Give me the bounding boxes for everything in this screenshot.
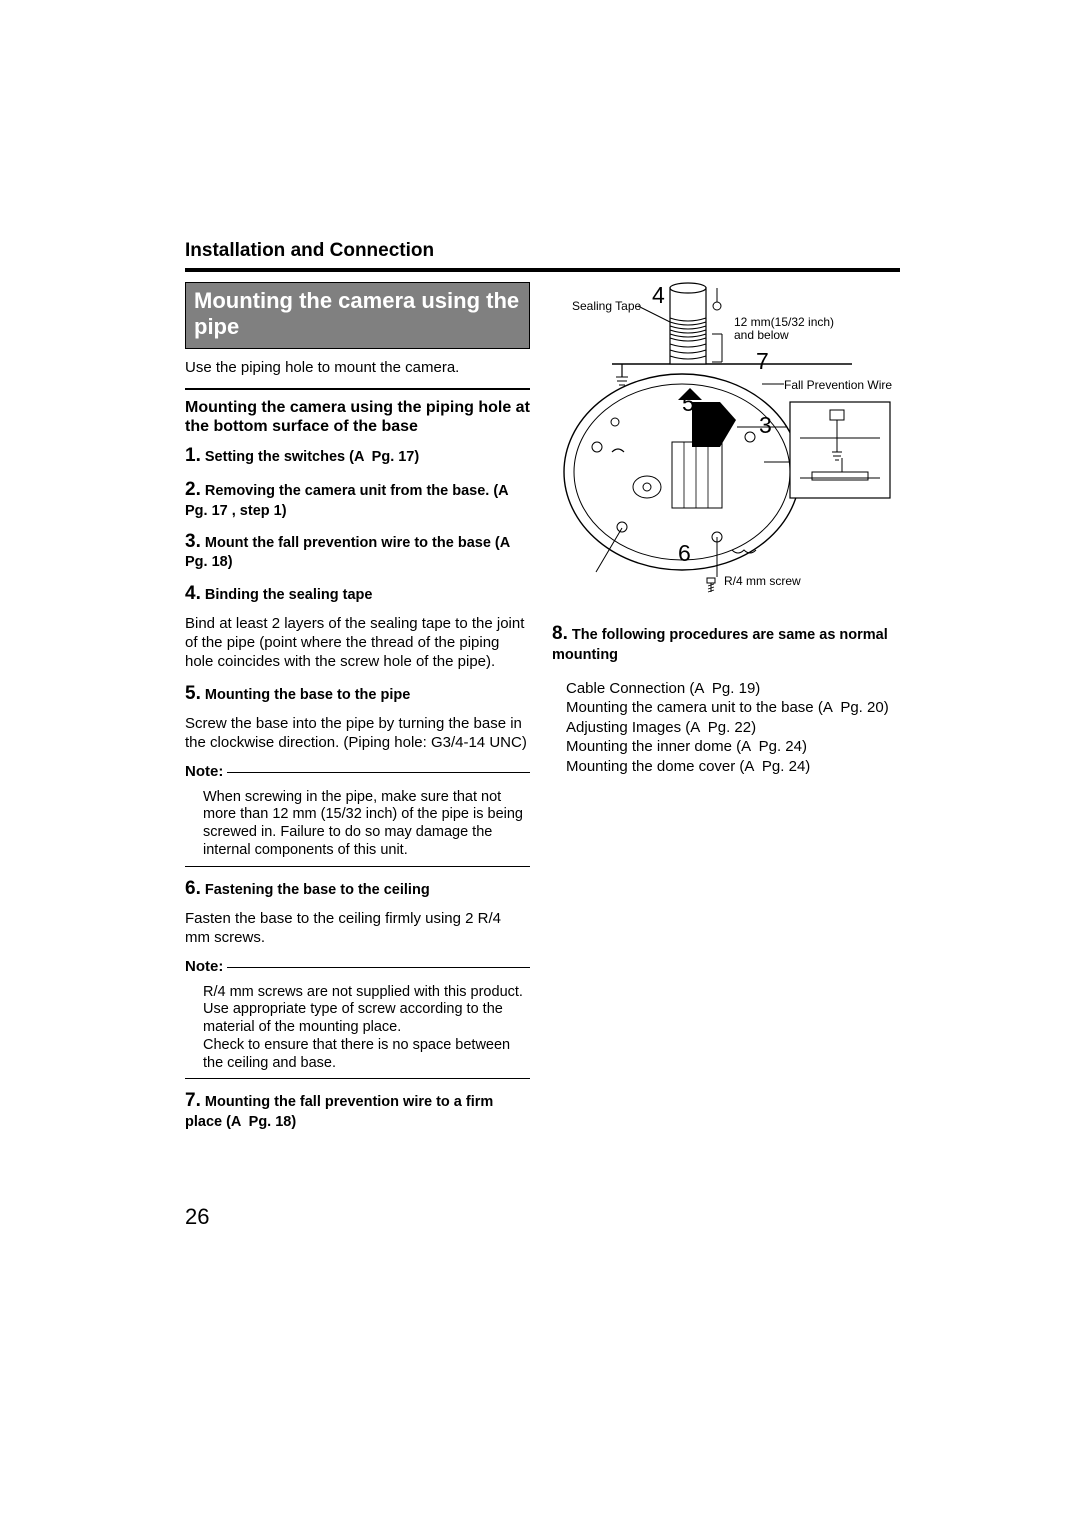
step-4-body: Bind at least 2 layers of the sealing ta… <box>185 615 530 671</box>
step-7-num: 7. <box>185 1090 201 1111</box>
step-2-num: 2. <box>185 479 201 500</box>
note-5: Note: <box>185 763 530 781</box>
step-7-text: Mounting the fall prevention wire to a f… <box>185 1094 493 1130</box>
callout-5: 5 <box>682 390 695 417</box>
label-sealing-tape: Sealing Tape <box>572 300 641 313</box>
label-fall-wire: Fall Prevention Wire <box>784 379 892 392</box>
sub-rule <box>185 388 530 390</box>
note-6-label: Note: <box>185 958 227 975</box>
callout-3: 3 <box>759 412 772 439</box>
step-5: 5. Mounting the base to the pipe <box>185 682 530 706</box>
step-5-num: 5. <box>185 683 201 704</box>
note-5-end <box>185 866 530 867</box>
label-depth-note: 12 mm(15/32 inch) and below <box>734 316 834 342</box>
note-6-line <box>185 967 530 968</box>
step-8-list: Cable Connection (A Pg. 19) Mounting the… <box>566 679 900 777</box>
step-3-text: Mount the fall prevention wire to the ba… <box>185 535 517 571</box>
note-6-body: R/4 mm screws are not supplied with this… <box>203 984 530 1072</box>
page-root: Installation and Connection Mounting the… <box>0 0 1080 1141</box>
step-5-body: Screw the base into the pipe by turning … <box>185 715 530 753</box>
section-header: Installation and Connection <box>185 240 900 262</box>
step-4: 4. Binding the sealing tape <box>185 582 530 606</box>
step-2: 2. Removing the camera unit from the bas… <box>185 478 530 520</box>
note-6: Note: <box>185 958 530 976</box>
step-6-text: Fastening the base to the ceiling <box>205 882 430 898</box>
page-number: 26 <box>185 1204 209 1230</box>
step-4-text: Binding the sealing tape <box>205 587 373 603</box>
step-8-num: 8. <box>552 623 568 644</box>
intro-text: Use the piping hole to mount the camera. <box>185 359 530 378</box>
step-6-num: 6. <box>185 878 201 899</box>
callout-6: 6 <box>678 540 691 567</box>
step-1-text: Setting the switches (A Pg. 17) <box>205 449 419 465</box>
right-column: Sealing Tape 12 mm(15/32 inch) and below… <box>552 282 900 1141</box>
mounting-diagram: Sealing Tape 12 mm(15/32 inch) and below… <box>552 282 900 594</box>
step-2-text: Removing the camera unit from the base. … <box>185 483 516 519</box>
header-rule <box>185 268 900 272</box>
diagram-svg <box>552 282 900 594</box>
label-screw: R/4 mm screw <box>724 575 801 588</box>
step-1: 1. Setting the switches (A Pg. 17) <box>185 444 530 468</box>
step-5-text: Mounting the base to the pipe <box>205 687 410 703</box>
note-5-body: When screwing in the pipe, make sure tha… <box>203 789 530 860</box>
two-column-layout: Mounting the camera using the pipe Use t… <box>185 282 900 1141</box>
step-3: 3. Mount the fall prevention wire to the… <box>185 530 530 572</box>
subheading-piping-hole: Mounting the camera using the piping hol… <box>185 398 530 436</box>
step-6: 6. Fastening the base to the ceiling <box>185 877 530 901</box>
step-3-num: 3. <box>185 531 201 552</box>
note-5-line <box>185 772 530 773</box>
step-6-body: Fasten the base to the ceiling firmly us… <box>185 910 530 948</box>
callout-4: 4 <box>652 282 665 309</box>
step-7: 7. Mounting the fall prevention wire to … <box>185 1089 530 1131</box>
step-8-text: The following procedures are same as nor… <box>552 627 888 663</box>
left-column: Mounting the camera using the pipe Use t… <box>185 282 530 1141</box>
step-4-num: 4. <box>185 583 201 604</box>
callout-7: 7 <box>756 348 769 375</box>
title-bar: Mounting the camera using the pipe <box>185 282 530 349</box>
step-8: 8. The following procedures are same as … <box>552 622 900 664</box>
note-6-end <box>185 1078 530 1079</box>
step-1-num: 1. <box>185 445 201 466</box>
note-5-label: Note: <box>185 763 227 780</box>
